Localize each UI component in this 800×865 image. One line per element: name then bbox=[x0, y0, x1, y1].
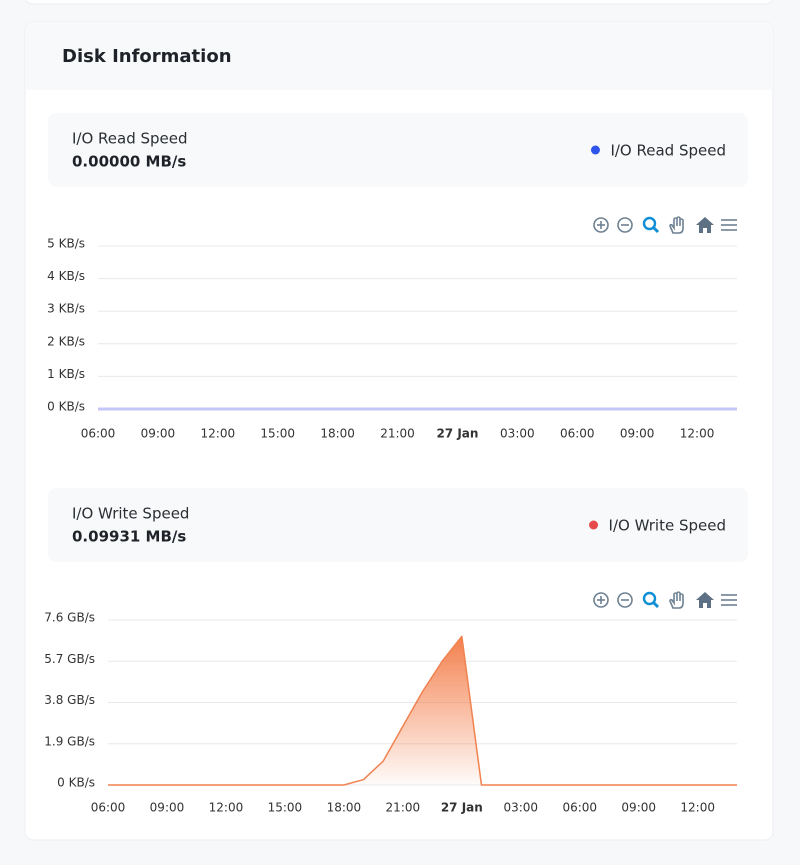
x-tick-label: 09:00 bbox=[621, 801, 656, 815]
reset-button[interactable] bbox=[696, 592, 714, 608]
summary-title: I/O Write Speed bbox=[72, 505, 189, 523]
legend-label: I/O Write Speed bbox=[609, 517, 726, 535]
y-tick-label: 1.9 GB/s bbox=[44, 734, 95, 748]
x-tick-label: 06:00 bbox=[562, 801, 597, 815]
chart: I/O Read Speed 0.00000 MB/s I/O Read Speed… bbox=[47, 113, 748, 441]
legend-dot bbox=[589, 520, 599, 530]
chart-toolbar bbox=[593, 216, 737, 234]
area bbox=[108, 636, 737, 785]
pan-button[interactable] bbox=[669, 216, 684, 234]
x-tick-label: 12:00 bbox=[201, 427, 236, 441]
x-tick-label: 21:00 bbox=[380, 427, 415, 441]
x-tick-label: 06:00 bbox=[81, 427, 116, 441]
zoom-out-button[interactable] bbox=[617, 592, 633, 608]
y-tick-label: 5.7 GB/s bbox=[44, 652, 95, 666]
zoom-in-button[interactable] bbox=[593, 592, 609, 608]
y-tick-label: 1 KB/s bbox=[47, 367, 85, 381]
x-tick-label: 12:00 bbox=[680, 801, 715, 815]
chart: I/O Write Speed 0.09931 MB/s I/O Write Spe… bbox=[44, 488, 748, 815]
card-header bbox=[25, 22, 773, 90]
series-line bbox=[108, 635, 737, 786]
x-tick-label: 06:00 bbox=[560, 427, 595, 441]
y-tick-label: 0 KB/s bbox=[57, 776, 95, 790]
menu-button[interactable] bbox=[721, 219, 737, 231]
pan-button[interactable] bbox=[669, 591, 684, 609]
y-tick-label: 4 KB/s bbox=[47, 269, 85, 283]
x-tick-label: 18:00 bbox=[327, 801, 362, 815]
zoom-select-button[interactable] bbox=[642, 216, 660, 234]
zoom-out-button[interactable] bbox=[617, 217, 633, 233]
y-tick-label: 0 KB/s bbox=[47, 400, 85, 414]
x-tick-label: 12:00 bbox=[680, 427, 715, 441]
menu-button[interactable] bbox=[721, 594, 737, 606]
y-tick-label: 7.6 GB/s bbox=[44, 611, 95, 625]
x-tick-label: 03:00 bbox=[500, 427, 535, 441]
y-tick-label: 5 KB/s bbox=[47, 237, 85, 251]
summary-value: 0.00000 MB/s bbox=[72, 153, 186, 171]
x-tick-label: 21:00 bbox=[386, 801, 421, 815]
summary-box bbox=[48, 113, 748, 187]
summary-value: 0.09931 MB/s bbox=[72, 528, 186, 546]
x-tick-label: 09:00 bbox=[141, 427, 176, 441]
x-tick-label: 09:00 bbox=[150, 801, 185, 815]
x-tick-label: 18:00 bbox=[320, 427, 355, 441]
x-tick-label: 06:00 bbox=[91, 801, 126, 815]
y-tick-label: 3.8 GB/s bbox=[44, 693, 95, 707]
x-tick-label: 09:00 bbox=[620, 427, 655, 441]
zoom-select-button[interactable] bbox=[642, 591, 660, 609]
reset-button[interactable] bbox=[696, 217, 714, 233]
y-tick-label: 3 KB/s bbox=[47, 302, 85, 316]
legend-dot bbox=[590, 145, 600, 155]
chart-toolbar bbox=[593, 591, 737, 609]
x-tick-label: 15:00 bbox=[268, 801, 303, 815]
x-tick-label: 03:00 bbox=[503, 801, 538, 815]
summary-box bbox=[48, 488, 748, 562]
x-tick-label: 12:00 bbox=[209, 801, 244, 815]
previous-card bbox=[25, 0, 773, 5]
legend-label: I/O Read Speed bbox=[610, 142, 726, 160]
card-title: Disk Information bbox=[62, 46, 232, 67]
x-tick-label: 15:00 bbox=[260, 427, 295, 441]
summary-title: I/O Read Speed bbox=[72, 130, 188, 148]
x-tick-label: 27 Jan bbox=[436, 427, 478, 441]
x-tick-label: 27 Jan bbox=[441, 801, 483, 815]
y-tick-label: 2 KB/s bbox=[47, 334, 85, 348]
zoom-in-button[interactable] bbox=[593, 217, 609, 233]
